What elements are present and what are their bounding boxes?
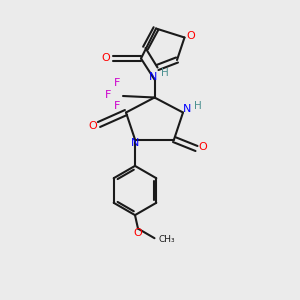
Text: CH₃: CH₃	[158, 235, 175, 244]
Text: O: O	[134, 228, 142, 238]
Text: O: O	[88, 121, 97, 131]
Text: N: N	[182, 104, 191, 114]
Text: O: O	[101, 53, 110, 64]
Text: N: N	[149, 71, 157, 82]
Text: H: H	[194, 101, 201, 111]
Text: F: F	[114, 101, 120, 111]
Text: F: F	[114, 78, 120, 88]
Text: O: O	[199, 142, 208, 152]
Text: N: N	[131, 138, 139, 148]
Text: F: F	[105, 89, 111, 100]
Text: O: O	[187, 31, 196, 41]
Text: H: H	[161, 68, 169, 79]
